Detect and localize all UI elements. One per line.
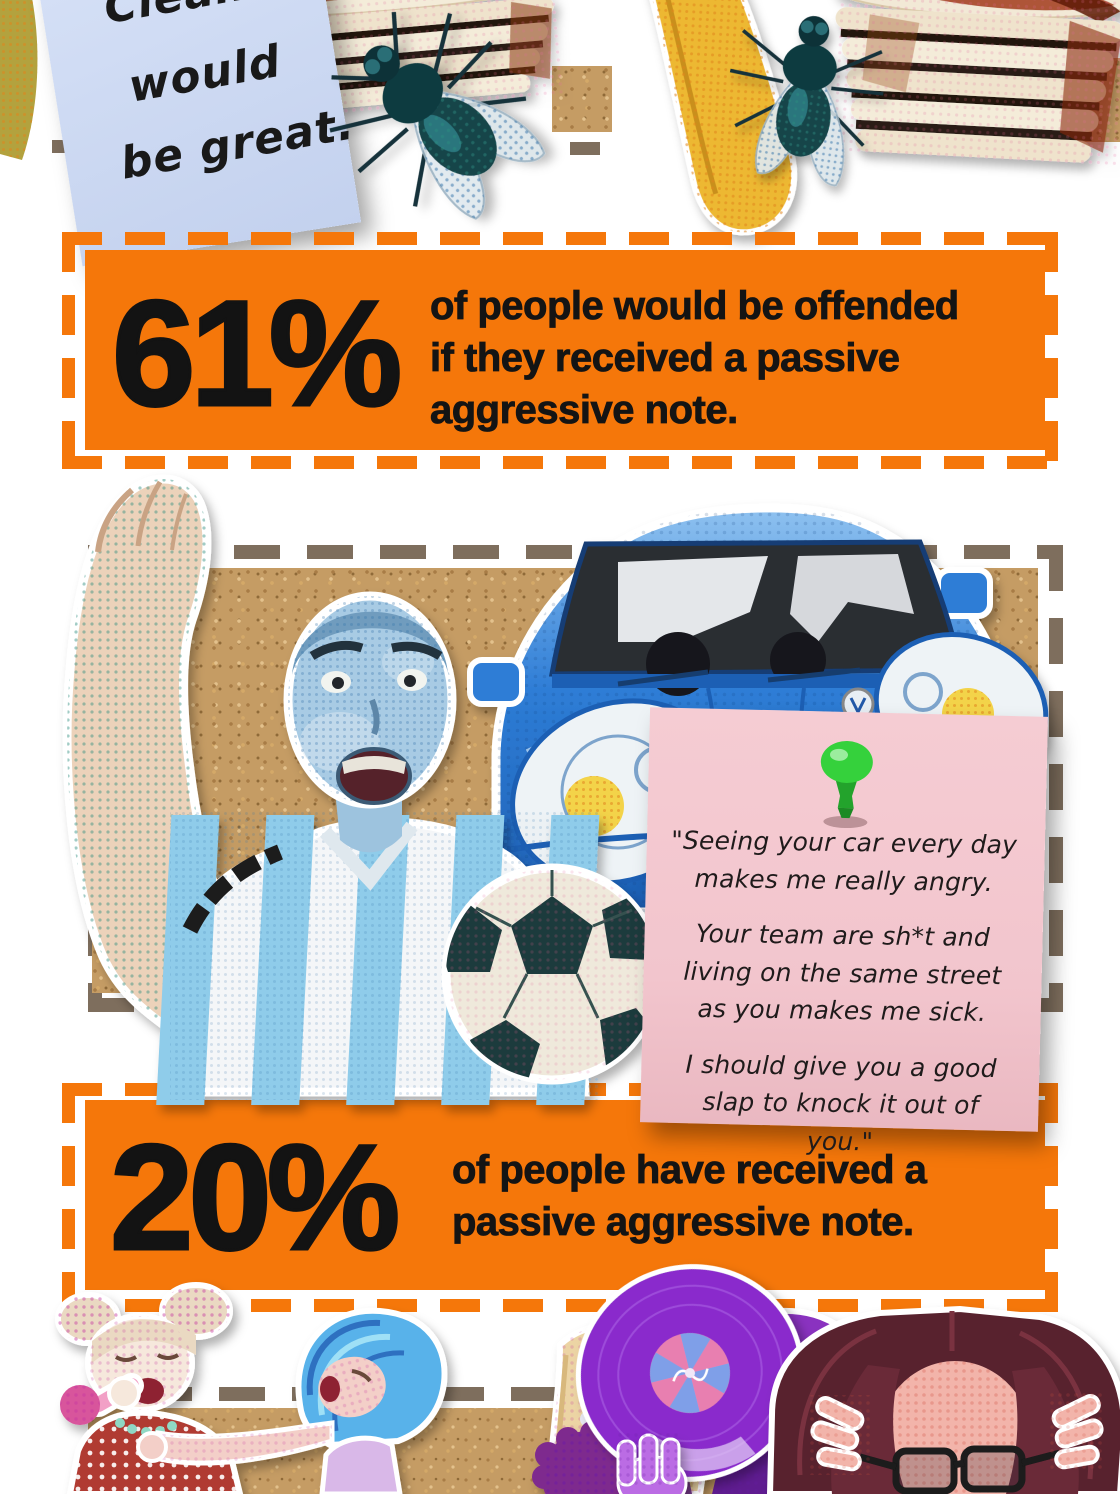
stat2-border-right <box>1045 1083 1058 1312</box>
stat1-border-right <box>1045 232 1058 469</box>
woman-plugging-ears-illustration <box>766 1305 1120 1494</box>
fly-icon <box>329 11 546 220</box>
stat2-value: 20% <box>108 1113 401 1281</box>
dash-fragment <box>570 142 600 155</box>
note-paragraph: I should give you a good slap to knock i… <box>685 1049 997 1156</box>
stat1-border-top <box>62 232 1058 245</box>
stat1-border-left <box>62 232 75 469</box>
push-pin-icon <box>820 741 873 829</box>
cork-border-right <box>1049 545 1063 1012</box>
stat1-text: of people would be offended if they rece… <box>430 284 960 433</box>
dirty-plates-icon <box>828 0 1120 170</box>
stat1-border-bottom <box>62 456 1058 469</box>
stat2-text: of people have received a passive aggres… <box>452 1148 928 1245</box>
stat1-panel <box>85 250 1045 450</box>
stat1-value: 61% <box>110 269 403 437</box>
football-fan-illustration <box>62 474 663 1105</box>
top-collage: Cleaning would be great. <box>0 0 1120 267</box>
note-paragraph: "Seeing your car every day makes me real… <box>671 825 1018 897</box>
microphone-icon <box>60 1373 144 1425</box>
cork-patch <box>552 66 612 132</box>
stat2-border-bottom <box>62 1299 1058 1312</box>
sticky-note-pink: "Seeing your car every day makes me real… <box>639 707 1049 1156</box>
stat2-border-left <box>62 1083 75 1312</box>
fly-icon <box>729 16 884 187</box>
pink-note-text: "Seeing your car every day makes me real… <box>667 822 1018 1181</box>
note-line-cropped: Cleaning <box>100 0 330 34</box>
hand-holding-vinyl <box>616 1433 688 1494</box>
vinyl-record-icon <box>575 1264 805 1482</box>
banana-peel-icon <box>0 0 38 160</box>
note-paragraph: Your team are sh*t and living on the sam… <box>683 918 1002 1027</box>
bottom-collage <box>55 1264 1120 1494</box>
note-line: would <box>124 35 286 113</box>
fan-head <box>283 591 457 809</box>
stat2-panel <box>85 1100 1045 1290</box>
